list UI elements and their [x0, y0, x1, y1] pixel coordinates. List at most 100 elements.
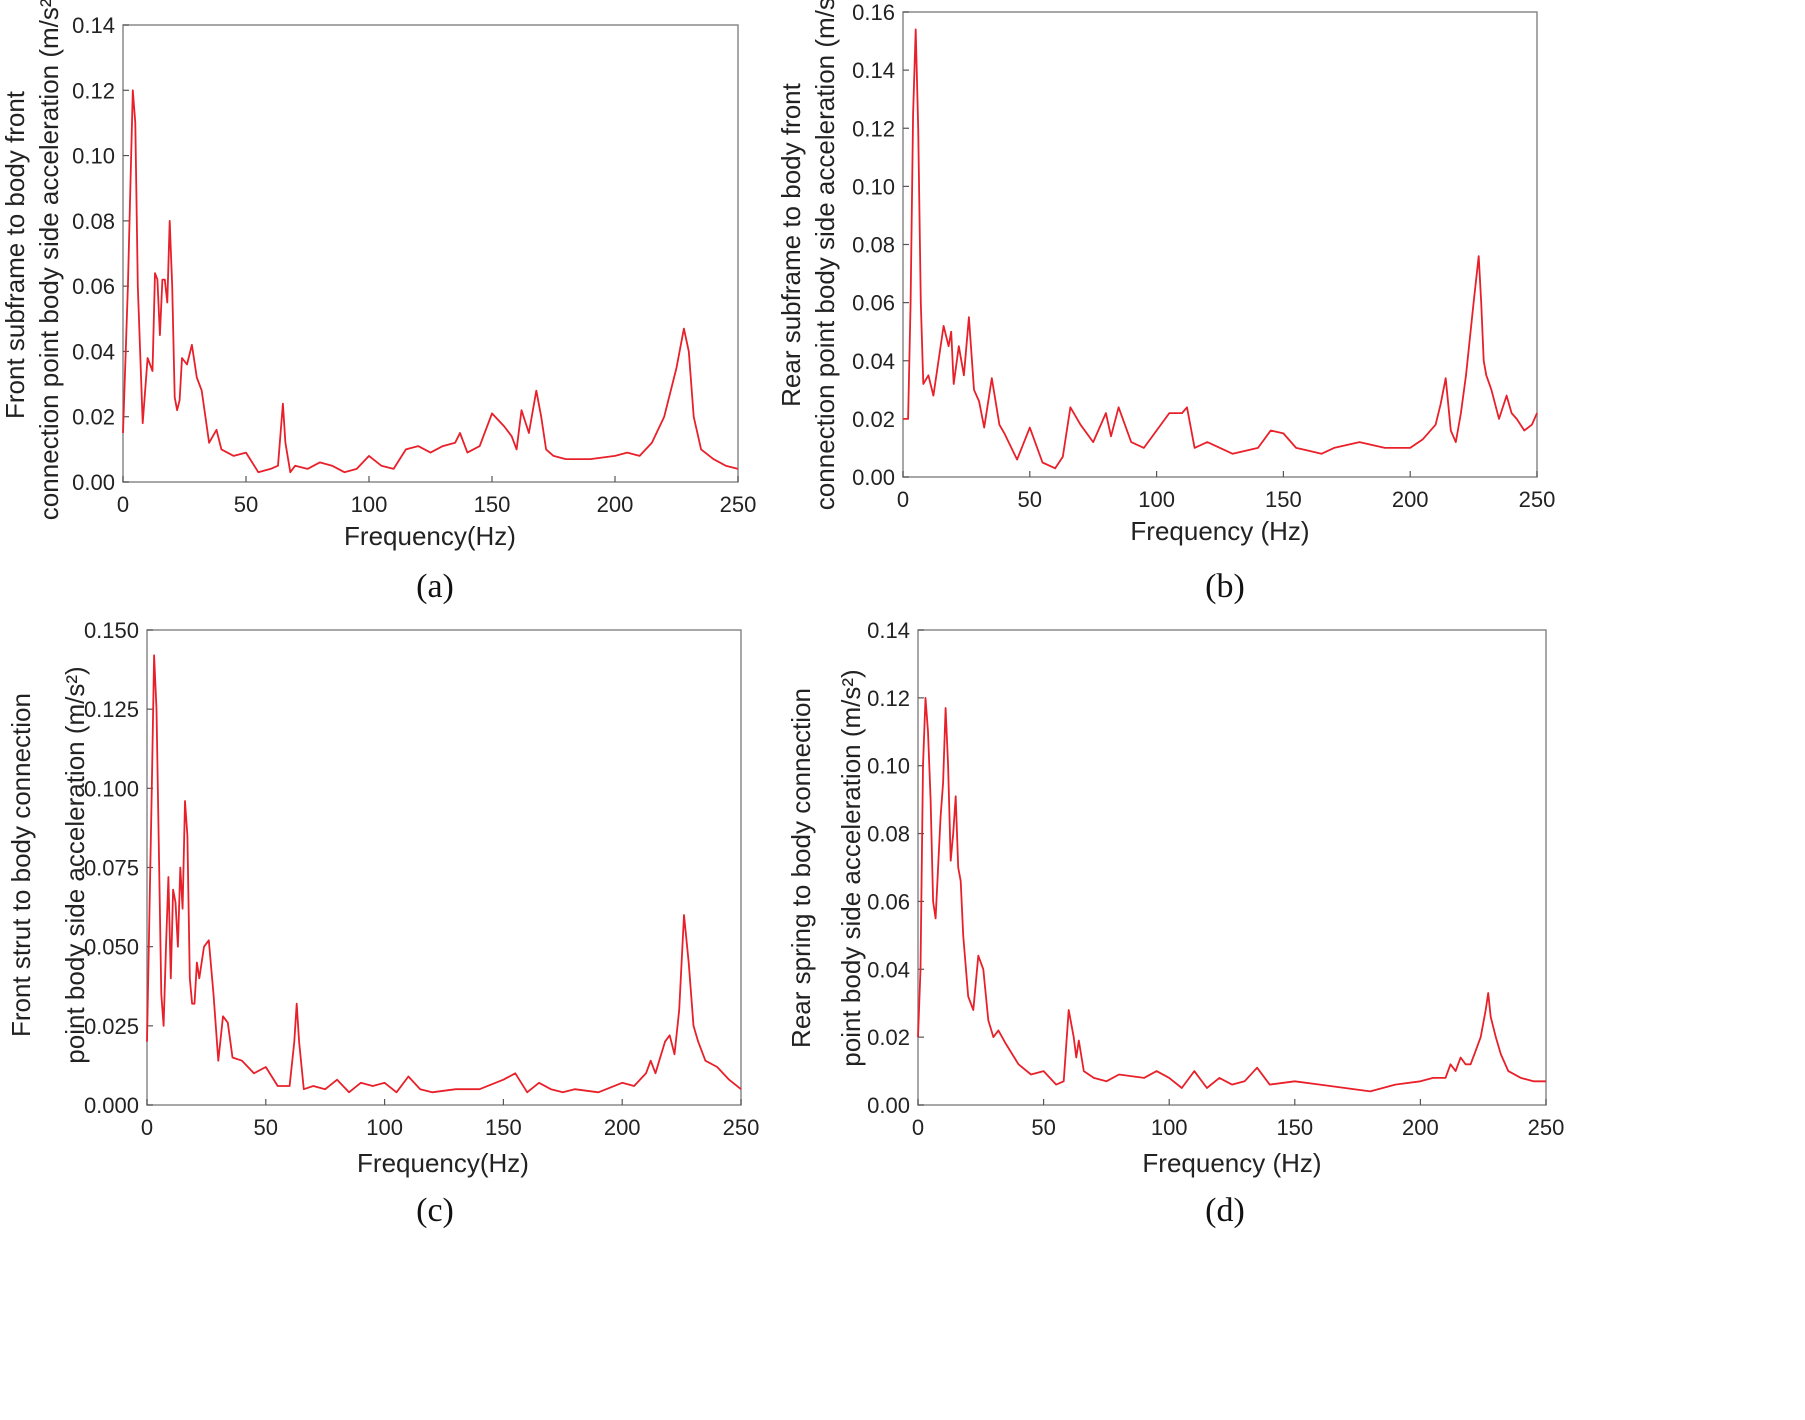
y-axis-title-a-line-1: Front subframe to body front	[0, 90, 30, 419]
y-tick-label-b-5: 0.10	[852, 174, 895, 199]
x-tick-label-b-2: 100	[1138, 487, 1175, 512]
y-tick-label-d-3: 0.06	[867, 889, 910, 914]
y-tick-label-a-1: 0.02	[72, 405, 115, 430]
y-tick-label-a-2: 0.04	[72, 339, 115, 364]
y-axis-title-d-line-1: Rear spring to body connection	[786, 688, 816, 1048]
caption-c: (c)	[416, 1192, 454, 1229]
x-axis-title-a: Frequency(Hz)	[344, 521, 516, 551]
y-tick-label-b-8: 0.16	[852, 0, 895, 25]
y-tick-label-a-7: 0.14	[72, 13, 115, 38]
x-ticks-d: 0 50 100 150 200 250	[912, 1099, 1564, 1140]
y-ticks-b: 0.00 0.02 0.04 0.06 0.08 0.10 0.12 0.14 0.16	[852, 0, 909, 490]
y-tick-label-d-2: 0.04	[867, 957, 910, 982]
y-axis-title-a: Front subframe to body front connection …	[0, 0, 64, 520]
x-tick-label-d-4: 200	[1402, 1115, 1439, 1140]
x-tick-label-c-1: 50	[254, 1115, 278, 1140]
x-tick-label-d-5: 250	[1528, 1115, 1565, 1140]
y-tick-label-b-2: 0.04	[852, 349, 895, 374]
x-axis-title-b: Frequency (Hz)	[1130, 516, 1309, 546]
y-tick-label-d-4: 0.08	[867, 822, 910, 847]
x-axis-title-c: Frequency(Hz)	[357, 1148, 529, 1178]
y-tick-label-c-4: 0.100	[84, 776, 139, 801]
plot-area-a	[122, 24, 739, 483]
x-tick-label-d-3: 150	[1276, 1115, 1313, 1140]
plot-area-d	[917, 629, 1547, 1106]
y-axis-title-b-line-2: connection point body side acceleration …	[810, 0, 840, 510]
x-tick-label-b-3: 150	[1265, 487, 1302, 512]
x-tick-label-d-1: 50	[1031, 1115, 1055, 1140]
x-ticks-c: 0 50 100 150 200 250	[141, 1099, 759, 1140]
series-line-b	[903, 28, 1538, 470]
y-tick-label-d-5: 0.10	[867, 754, 910, 779]
y-axis-title-c-line-1: Front strut to body connection	[6, 693, 36, 1037]
chart-svg-c: 0.000 0.025 0.050 0.075 0.100 0.125 0.150 0 50 1…	[6, 618, 759, 1178]
y-tick-label-a-4: 0.08	[72, 209, 115, 234]
y-tick-label-b-7: 0.14	[852, 58, 895, 83]
y-tick-label-a-6: 0.12	[72, 78, 115, 103]
y-tick-label-b-6: 0.12	[852, 116, 895, 141]
chart-svg-b: 0.00 0.02 0.04 0.06 0.08 0.10 0.12 0.14 0.16 0 50…	[776, 0, 1555, 546]
y-axis-title-b-line-1: Rear subframe to body front	[776, 82, 806, 406]
y-tick-label-b-1: 0.02	[852, 407, 895, 432]
x-tick-label-c-3: 150	[485, 1115, 522, 1140]
x-tick-label-c-5: 250	[723, 1115, 760, 1140]
x-tick-label-b-1: 50	[1018, 487, 1042, 512]
y-axis-title-c: Front strut to body connection point bod…	[6, 666, 90, 1063]
y-ticks-c: 0.000 0.025 0.050 0.075 0.100 0.125 0.150	[84, 618, 153, 1118]
y-tick-label-c-1: 0.025	[84, 1014, 139, 1039]
x-tick-label-b-5: 250	[1519, 487, 1556, 512]
y-tick-label-c-3: 0.075	[84, 856, 139, 881]
y-tick-label-a-3: 0.06	[72, 274, 115, 299]
chart-svg-a: 0.00 0.02 0.04 0.06 0.08 0.10 0.12 0.14 0 50 100 1…	[0, 0, 756, 551]
x-tick-label-a-3: 150	[474, 492, 511, 517]
x-tick-label-d-2: 100	[1151, 1115, 1188, 1140]
chart-svg-d: 0.00 0.02 0.04 0.06 0.08 0.10 0.12 0.14 0 50 100 1…	[786, 618, 1564, 1178]
y-tick-label-c-0: 0.000	[84, 1093, 139, 1118]
plot-area-c	[146, 629, 742, 1106]
x-tick-label-a-0: 0	[117, 492, 129, 517]
x-tick-label-a-5: 250	[720, 492, 757, 517]
chart-panel-b: 0.00 0.02 0.04 0.06 0.08 0.10 0.12 0.14 0.16 0 50…	[0, 0, 1805, 560]
caption-a: (a)	[416, 568, 454, 605]
chart-panel-d: 0.00 0.02 0.04 0.06 0.08 0.10 0.12 0.14 0 50 100 1…	[786, 618, 1564, 1178]
y-axis-title-c-line-2: point body side acceleration (m/s²)	[60, 666, 90, 1063]
x-axis-title-d: Frequency (Hz)	[1142, 1148, 1321, 1178]
series-line-d	[917, 697, 1546, 1093]
caption-d: (d)	[1205, 1192, 1245, 1229]
x-tick-label-d-0: 0	[912, 1115, 924, 1140]
y-tick-label-c-6: 0.150	[84, 618, 139, 643]
series-line-c	[146, 654, 742, 1094]
x-tick-label-a-1: 50	[234, 492, 258, 517]
y-tick-label-c-5: 0.125	[84, 697, 139, 722]
plot-area-b	[902, 11, 1538, 478]
y-tick-label-d-7: 0.14	[867, 618, 910, 643]
y-ticks-a: 0.00 0.02 0.04 0.06 0.08 0.10 0.12 0.14	[72, 13, 129, 495]
y-tick-label-b-3: 0.06	[852, 291, 895, 316]
y-tick-label-d-1: 0.02	[867, 1025, 910, 1050]
x-tick-label-a-2: 100	[351, 492, 388, 517]
chart-panel-a: 0.00 0.02 0.04 0.06 0.08 0.10 0.12 0.14 0 50 100 1…	[0, 0, 880, 560]
y-tick-label-d-0: 0.00	[867, 1093, 910, 1118]
x-tick-label-c-0: 0	[141, 1115, 153, 1140]
x-tick-label-b-0: 0	[897, 487, 909, 512]
x-tick-label-c-2: 100	[366, 1115, 403, 1140]
x-tick-label-c-4: 200	[604, 1115, 641, 1140]
y-ticks-d: 0.00 0.02 0.04 0.06 0.08 0.10 0.12 0.14	[867, 618, 924, 1118]
x-tick-label-a-4: 200	[597, 492, 634, 517]
chart-panel-c: 0.000 0.025 0.050 0.075 0.100 0.125 0.150 0 50 1…	[0, 0, 880, 1200]
y-tick-label-b-0: 0.00	[852, 465, 895, 490]
y-axis-title-b: Rear subframe to body front connection p…	[776, 0, 840, 510]
y-axis-title-a-line-2: connection point body side acceleration …	[34, 0, 64, 520]
y-tick-label-d-6: 0.12	[867, 686, 910, 711]
y-axis-title-d-line-2: point body side acceleration (m/s²)	[836, 669, 866, 1066]
x-ticks-b: 0 50 100 150 200 250	[897, 471, 1555, 512]
y-axis-title-d: Rear spring to body connection point bod…	[786, 669, 866, 1066]
x-tick-label-b-4: 200	[1392, 487, 1429, 512]
caption-b: (b)	[1205, 568, 1245, 605]
y-tick-label-b-4: 0.08	[852, 233, 895, 258]
y-tick-label-a-5: 0.10	[72, 144, 115, 169]
x-ticks-a: 0 50 100 150 200 250	[117, 476, 756, 517]
y-tick-label-c-2: 0.050	[84, 935, 139, 960]
y-tick-label-a-0: 0.00	[72, 470, 115, 495]
series-line-a	[122, 89, 739, 474]
